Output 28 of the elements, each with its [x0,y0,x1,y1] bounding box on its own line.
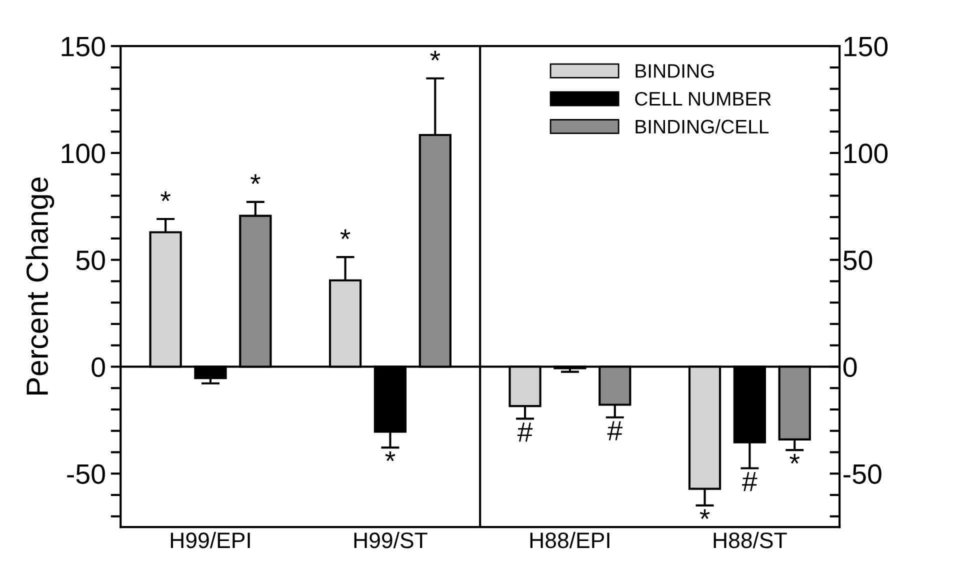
x-tick-label: H99/ST [354,532,428,548]
data-label: * [160,191,171,202]
y2-tick-label: 50 [843,250,872,270]
x-tick-label: H99/EPI [170,532,250,548]
legend-label: BINDING [636,64,714,78]
legend-label: BINDING/CELL [636,119,769,134]
y2-tick-label: 150 [844,36,888,56]
y2-tick-label: -50 [844,464,882,484]
y-tick-label: 0 [92,357,105,378]
x-tick-label: H88/EPI [530,532,610,548]
x-tick-label: H88/ST [714,532,787,548]
y-tick-label: 50 [76,250,105,270]
y-tick-label: 150 [62,36,105,56]
data-label: # [742,472,758,492]
data-label: * [250,174,260,184]
data-label: * [790,454,800,464]
y-tick-label: 100 [62,144,105,164]
data-label: * [340,229,350,240]
y2-tick-label: 100 [844,144,888,164]
data-label: * [430,50,440,60]
data-label: * [385,451,396,462]
y2-tick-label: 0 [843,357,857,378]
data-label: * [700,509,710,519]
y-axis-title: Percent Change [26,177,54,394]
data-label: # [607,421,622,440]
legend-label: CELL NUMBER [635,92,771,106]
data-label: # [517,422,533,442]
y-tick-label: -50 [67,464,105,484]
